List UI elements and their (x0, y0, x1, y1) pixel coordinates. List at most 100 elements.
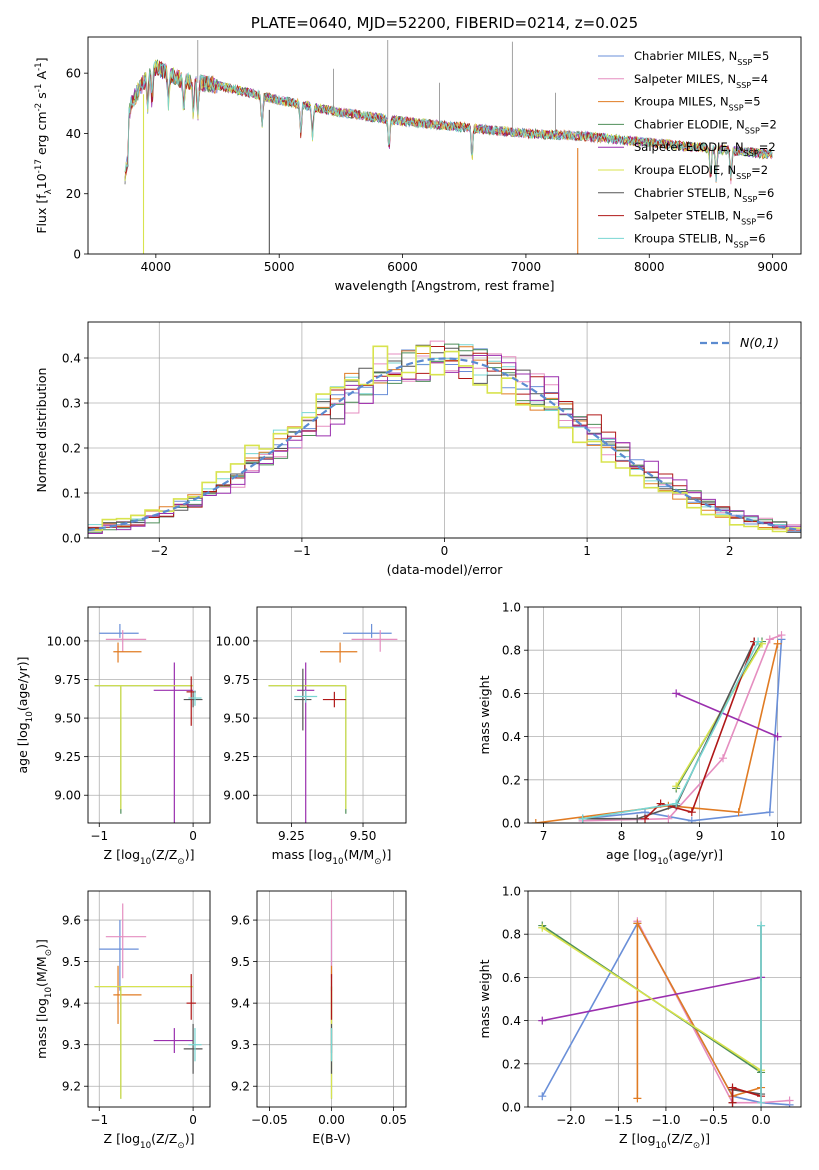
data-point (320, 642, 358, 663)
legend-entry: Kroupa MILES, NSSP=5 (634, 95, 761, 113)
x-tick-label: −1 (90, 1113, 108, 1127)
y-tick-label: 40 (66, 127, 81, 141)
weight-marker (734, 808, 743, 817)
plot-area (94, 623, 203, 823)
axes-frame (87, 606, 211, 824)
y-axis-label: Normed distribution (34, 368, 49, 493)
x-tick-label: −1 (90, 829, 108, 843)
x-tick-label: 9 (696, 829, 704, 843)
y-tick-label: 9.5 (62, 955, 81, 969)
weight-marker (672, 799, 681, 808)
weight-marker (754, 637, 763, 646)
y-tick-label: 9.50 (223, 712, 250, 726)
axes-weight_vs_Z: −2.0 −1.5 −1.0 −0.5 0.0 0.0 0.2 0.4 0.6 0.8 1.0 Z [… (477, 885, 802, 1151)
y-tick-label: 0.2 (62, 442, 81, 456)
weight-marker (633, 919, 642, 928)
weight-line (541, 927, 762, 1071)
weight-marker (633, 1094, 642, 1103)
data-point (188, 690, 202, 706)
y-tick-label: 0.0 (62, 532, 81, 546)
legend-entry: Chabrier STELIB, NSSP=6 (634, 186, 774, 204)
legend: Chabrier MILES, NSSP=5 Salpeter MILES, NS… (598, 49, 777, 249)
legend-entry: N(0,1) (740, 335, 779, 350)
grid (257, 607, 406, 823)
legend-entry: Chabrier MILES, NSSP=5 (634, 49, 769, 67)
grid (88, 607, 210, 823)
y-axis-label: mass [log10(M/M⊙)] (34, 939, 54, 1059)
x-tick-label: 0 (189, 829, 197, 843)
y-axis-label: mass weight (477, 675, 492, 754)
x-axis-label: age [log10(age/yr)] (606, 847, 723, 867)
y-tick-label: 1.0 (502, 885, 521, 899)
axes-mass_vs_Z: −1 0 9.2 9.3 9.4 9.5 9.6 Z [log10(Z/Z⊙)] mass [l… (34, 890, 211, 1151)
data-point (99, 920, 139, 991)
y-tick-label: 0.6 (502, 971, 521, 985)
weight-marker (765, 808, 774, 817)
weight-marker (531, 819, 540, 823)
x-tick-label: 8 (618, 829, 626, 843)
x-tick-label: 9.50 (350, 829, 377, 843)
x-tick-label: 9.25 (278, 829, 305, 843)
data-point (153, 1028, 194, 1053)
x-tick-label: −2 (150, 544, 168, 558)
y-tick-label: 9.2 (231, 1080, 250, 1094)
data-point (188, 1028, 202, 1062)
weight-marker (773, 732, 782, 741)
y-tick-label: 10.00 (216, 634, 250, 648)
weight-marker (538, 1092, 547, 1101)
axes-frame (527, 606, 802, 824)
x-axis-label: Z [log10(Z/Z⊙)] (619, 1131, 710, 1151)
y-axis-label: Flux [fλ10-17 erg cm-2 s-1 A-1] (34, 57, 54, 233)
y-tick-label: 9.5 (231, 955, 250, 969)
weight-marker (672, 689, 681, 698)
data-point (105, 630, 147, 652)
x-tick-label: 0.00 (318, 1113, 345, 1127)
x-tick-label: 0.0 (752, 1113, 771, 1127)
data-point (153, 662, 194, 823)
y-tick-label: 0.4 (62, 352, 81, 366)
data-point (99, 623, 139, 638)
y-tick-label: 0.8 (502, 644, 521, 658)
axes-frame (87, 890, 211, 1108)
y-tick-label: 9.6 (231, 914, 250, 928)
weight-marker (641, 814, 649, 823)
y-tick-label: 9.2 (62, 1080, 81, 1094)
data-point (294, 668, 312, 731)
y-tick-label: 9.4 (62, 997, 81, 1011)
x-tick-label: −2.0 (556, 1113, 585, 1127)
x-tick-label: 6000 (387, 260, 418, 274)
weight-marker (728, 1083, 737, 1092)
axes-frame (87, 36, 802, 255)
y-tick-label: 0.6 (502, 687, 521, 701)
data-point (268, 685, 347, 810)
weight-marker (765, 635, 774, 644)
data-point (183, 691, 203, 708)
legend-entry: Salpeter MILES, NSSP=4 (634, 72, 768, 90)
x-tick-label: 10 (770, 829, 785, 843)
weight-marker (719, 754, 727, 763)
y-tick-label: 60 (66, 67, 81, 81)
weight-marker (672, 782, 681, 791)
legend-entry: Kroupa ELODIE, NSSP=2 (634, 163, 768, 181)
weight-line (636, 920, 790, 1104)
axes-frame (527, 890, 802, 1108)
data-point (342, 623, 392, 638)
normal-curve (88, 357, 801, 532)
y-tick-label: 0.2 (502, 773, 521, 787)
x-tick-label: −1 (293, 544, 311, 558)
x-axis-label: mass [log10(M/M⊙)] (272, 847, 392, 867)
axes-mass_vs_ebv: −0.05 0.00 0.05 9.2 9.3 9.4 9.5 9.6 E(B-V) (231, 890, 407, 1146)
weight-marker (757, 921, 766, 930)
y-tick-label: 0.2 (502, 1057, 521, 1071)
y-tick-label: 9.4 (231, 997, 250, 1011)
plot-area (94, 903, 203, 1099)
plot-area (538, 917, 794, 1107)
x-axis-label: Z [log10(Z/Z⊙)] (104, 1131, 195, 1151)
y-tick-label: 1.0 (502, 601, 521, 615)
weight-series (757, 921, 766, 1107)
x-tick-label: 8000 (634, 260, 665, 274)
y-tick-label: 0.0 (502, 1101, 521, 1115)
weight-marker (538, 923, 547, 932)
